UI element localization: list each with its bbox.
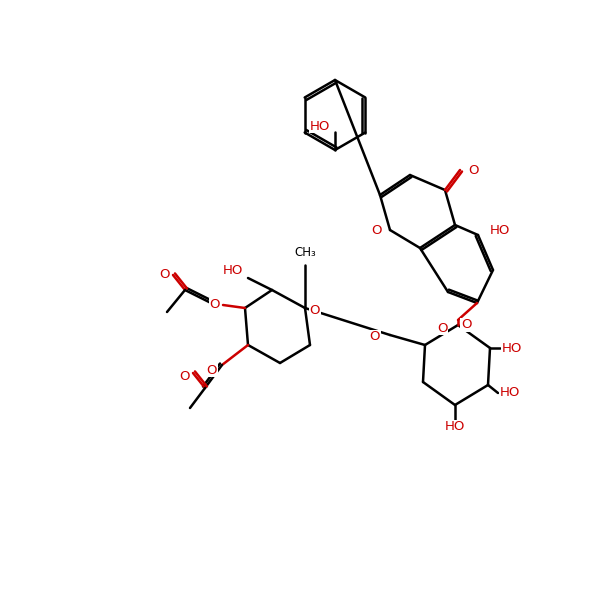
Text: O: O bbox=[370, 331, 380, 343]
Text: O: O bbox=[310, 304, 320, 317]
Text: CH₃: CH₃ bbox=[294, 247, 316, 259]
Text: HO: HO bbox=[445, 421, 465, 433]
Text: HO: HO bbox=[490, 223, 511, 236]
Text: HO: HO bbox=[310, 119, 330, 133]
Text: HO: HO bbox=[223, 263, 243, 277]
Text: HO: HO bbox=[500, 386, 520, 400]
Text: O: O bbox=[461, 319, 472, 331]
Text: O: O bbox=[468, 163, 479, 176]
Text: O: O bbox=[371, 223, 382, 236]
Text: O: O bbox=[179, 370, 190, 383]
Text: O: O bbox=[160, 269, 170, 281]
Text: HO: HO bbox=[502, 341, 523, 355]
Text: O: O bbox=[437, 322, 447, 335]
Text: O: O bbox=[206, 364, 217, 377]
Text: O: O bbox=[209, 298, 220, 311]
